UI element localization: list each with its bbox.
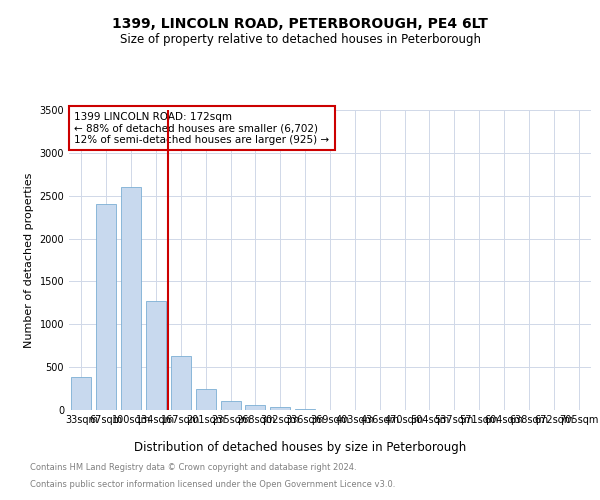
Bar	[196, 388, 215, 410]
Bar	[146, 301, 166, 410]
Bar	[245, 406, 265, 410]
Bar	[171, 356, 191, 410]
Bar	[221, 400, 241, 410]
Text: Distribution of detached houses by size in Peterborough: Distribution of detached houses by size …	[134, 441, 466, 454]
Text: Contains public sector information licensed under the Open Government Licence v3: Contains public sector information licen…	[30, 480, 395, 489]
Text: Contains HM Land Registry data © Crown copyright and database right 2024.: Contains HM Land Registry data © Crown c…	[30, 464, 356, 472]
Y-axis label: Number of detached properties: Number of detached properties	[24, 172, 34, 348]
Bar	[71, 376, 91, 410]
Text: Size of property relative to detached houses in Peterborough: Size of property relative to detached ho…	[119, 32, 481, 46]
Bar	[97, 204, 116, 410]
Bar	[295, 408, 315, 410]
Text: 1399 LINCOLN ROAD: 172sqm
← 88% of detached houses are smaller (6,702)
12% of se: 1399 LINCOLN ROAD: 172sqm ← 88% of detac…	[74, 112, 329, 144]
Bar	[271, 408, 290, 410]
Bar	[121, 187, 141, 410]
Text: 1399, LINCOLN ROAD, PETERBOROUGH, PE4 6LT: 1399, LINCOLN ROAD, PETERBOROUGH, PE4 6L…	[112, 18, 488, 32]
